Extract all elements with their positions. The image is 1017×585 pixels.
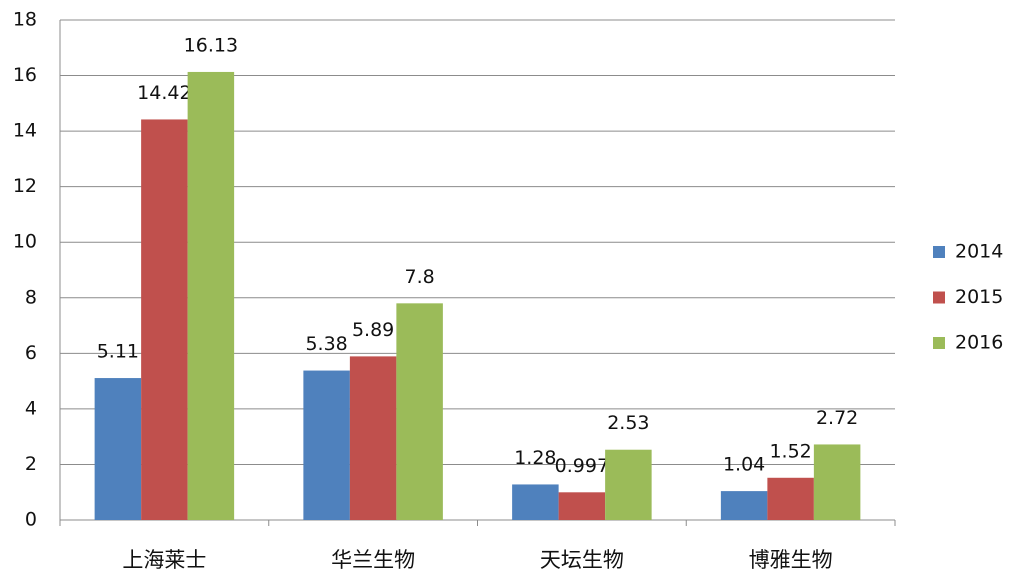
bar bbox=[813, 444, 861, 520]
y-tick-label: 6 bbox=[25, 342, 37, 364]
bar bbox=[303, 370, 350, 520]
x-tick-label: 博雅生物 bbox=[749, 548, 833, 572]
y-tick-label: 0 bbox=[25, 509, 37, 531]
bar bbox=[141, 119, 188, 520]
legend-label: 2014 bbox=[955, 241, 1003, 263]
data-label: 7.8 bbox=[405, 266, 435, 288]
legend-swatch bbox=[933, 246, 945, 258]
bar bbox=[767, 477, 814, 520]
x-tick-label: 华兰生物 bbox=[331, 548, 415, 572]
data-label: 5.89 bbox=[352, 319, 394, 341]
y-tick-label: 4 bbox=[25, 397, 37, 419]
y-tick-label: 10 bbox=[13, 231, 37, 253]
bar bbox=[349, 356, 397, 520]
x-tick-label: 上海莱士 bbox=[122, 548, 206, 572]
y-tick-label: 2 bbox=[25, 453, 37, 475]
y-tick-label: 8 bbox=[25, 286, 37, 308]
y-tick-label: 16 bbox=[13, 64, 37, 86]
x-tick-label: 天坛生物 bbox=[540, 548, 624, 572]
data-label: 0.997 bbox=[555, 455, 609, 477]
bar bbox=[187, 71, 235, 520]
data-label: 14.42 bbox=[137, 82, 191, 104]
y-tick-label: 14 bbox=[13, 120, 37, 142]
bar bbox=[94, 378, 142, 520]
legend-label: 2016 bbox=[955, 332, 1003, 354]
data-label: 1.28 bbox=[514, 447, 556, 469]
legend-swatch bbox=[933, 337, 945, 349]
bar bbox=[558, 492, 606, 520]
data-label: 2.72 bbox=[816, 407, 858, 429]
bar bbox=[720, 491, 768, 520]
data-label: 1.52 bbox=[769, 440, 811, 462]
y-tick-label: 12 bbox=[13, 175, 37, 197]
legend-label: 2015 bbox=[955, 286, 1003, 308]
legend-swatch bbox=[933, 291, 945, 304]
data-label: 16.13 bbox=[184, 34, 238, 56]
bar bbox=[605, 449, 652, 520]
data-label: 5.38 bbox=[305, 333, 347, 355]
data-label: 1.04 bbox=[723, 454, 765, 476]
data-label: 2.53 bbox=[607, 412, 649, 434]
bar bbox=[396, 303, 443, 520]
y-tick-label: 18 bbox=[13, 9, 37, 31]
data-label: 5.11 bbox=[97, 341, 139, 363]
bar bbox=[512, 484, 559, 520]
